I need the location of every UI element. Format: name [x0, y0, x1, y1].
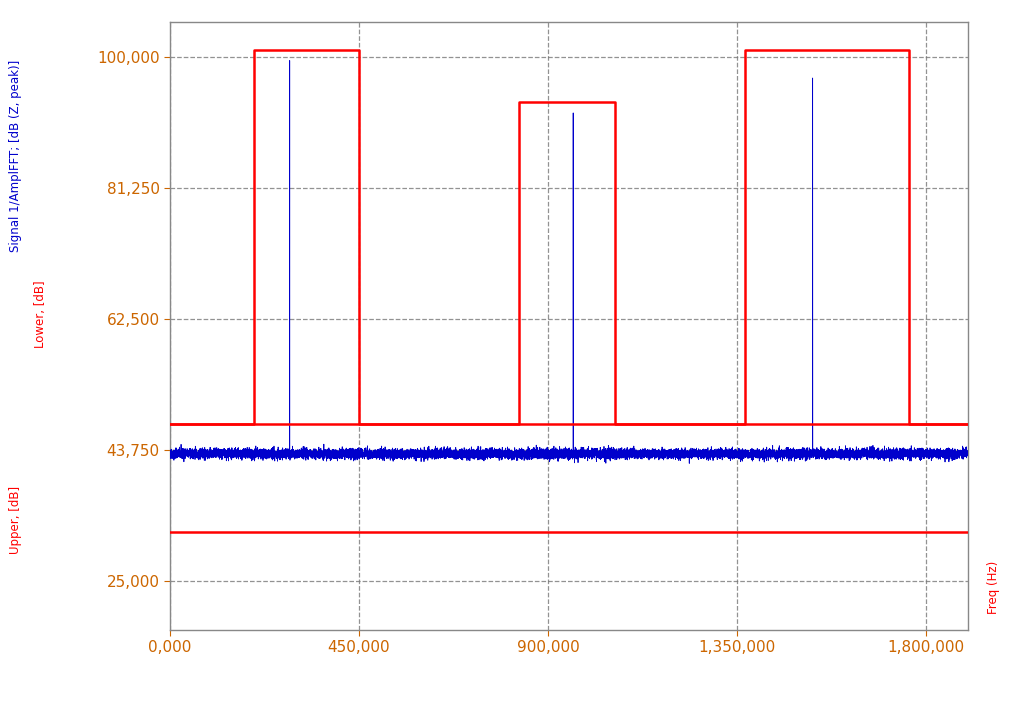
- Text: Lower, [dB]: Lower, [dB]: [35, 280, 47, 348]
- Text: Freq (Hz): Freq (Hz): [987, 560, 1000, 614]
- Text: Upper, [dB]: Upper, [dB]: [9, 486, 22, 555]
- Text: Signal 1/AmplFFT; [dB (Z, peak)]: Signal 1/AmplFFT; [dB (Z, peak)]: [9, 60, 22, 252]
